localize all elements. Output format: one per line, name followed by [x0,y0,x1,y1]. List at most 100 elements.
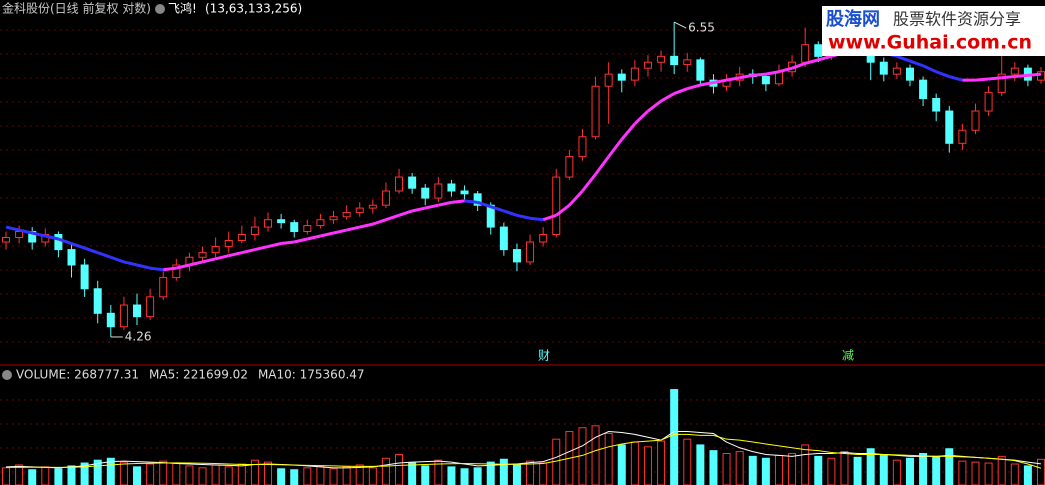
candle-body [578,136,587,158]
indicator-line [477,200,492,209]
candle-body [447,183,456,192]
indicator-line [581,173,597,192]
event-marker: 减 [842,349,854,363]
high-label: 6.55 [688,21,715,35]
volume-bar [958,460,967,485]
indicator-line [136,263,151,270]
volume-bar [971,461,980,485]
low-label: 4.26 [125,329,152,343]
volume-bar [932,455,941,485]
indicator-line [896,54,911,63]
candle-body [395,176,404,192]
candle-body [290,222,299,233]
high-pointer [673,21,687,29]
candle-body [67,249,76,266]
candle-body [512,249,521,263]
indicator-line [1027,72,1042,77]
volume-bar [329,468,338,485]
indicator-line [411,206,426,213]
indicator-line [726,76,740,82]
candle-body [80,264,89,290]
volume-bar [1023,465,1032,485]
indicator-line [44,234,59,241]
candle-body [264,219,273,228]
candle-body [526,241,535,263]
watermark-box [822,6,1045,56]
legend-item: MA5: 221699.02 [149,368,248,382]
volume-bar [591,425,600,485]
indicator-params: (13,63,133,256) [205,2,302,16]
volume-bar [604,432,613,485]
indicator-line [660,92,675,103]
volume-bar [119,461,128,485]
indicator-line [503,209,518,217]
candle-body [997,73,1006,93]
event-marker: 财 [538,349,550,363]
candle-body [670,55,679,66]
dropdown-icon[interactable] [2,370,12,380]
indicator-line [175,263,190,270]
volume-bar [879,454,888,485]
volume-bar [2,467,10,485]
candle-body [329,216,338,221]
indicator-name: 飞鸿! [168,2,197,16]
indicator-line [57,237,72,245]
volume-bar [264,461,273,485]
indicator-line [18,228,33,235]
candle-body [617,73,626,81]
volume-bar [722,453,731,485]
volume-bar [748,455,757,485]
volume-bar [381,457,390,485]
volume-bar [853,456,862,485]
volume-bar [997,455,1006,485]
volume-bar [237,463,246,485]
indicator-line [804,58,819,65]
candle-body [932,98,941,112]
volume-bar [198,467,207,485]
candle-body [119,304,128,328]
indicator-line [333,228,347,235]
candle-body [368,204,377,209]
indicator-line [84,246,99,255]
volume-bar [408,462,417,485]
volume-bar [526,460,535,485]
indicator-line [424,203,439,210]
volume-bar [709,450,718,485]
indicator-line [31,231,46,238]
volume-bar [421,465,430,485]
candle-body [565,156,574,178]
indicator-line [909,59,924,68]
indicator-line [5,225,20,232]
candle-body [342,211,351,218]
volume-bar [945,448,954,485]
indicator-line [752,72,767,77]
volume-bar [277,468,286,485]
candle-body [421,187,430,199]
indicator-line [149,266,164,272]
indicator-line [594,155,610,176]
indicator-line [110,255,125,264]
volume-bar [761,457,770,485]
candle-body [434,183,443,199]
candle-body [277,219,286,224]
indicator-line [713,78,727,85]
candle-body [381,190,390,206]
volume-bar [984,462,993,485]
slogan: 股票软件资源分享 [893,10,1021,29]
volume-bar [133,466,142,485]
candle-body [892,67,901,75]
volume-bar [919,453,928,485]
indicator-line [228,251,243,258]
indicator-line [542,213,557,222]
candle-body [905,67,914,81]
indicator-line [555,204,571,217]
indicator-line [647,99,662,113]
candle-body [761,76,770,85]
indicator-line [1014,73,1029,79]
candle-body [499,226,508,251]
indicator-line [948,75,963,82]
candle-body [984,91,993,112]
dropdown-icon[interactable] [155,4,165,14]
indicator-line [215,254,230,261]
candle-body [15,231,24,238]
